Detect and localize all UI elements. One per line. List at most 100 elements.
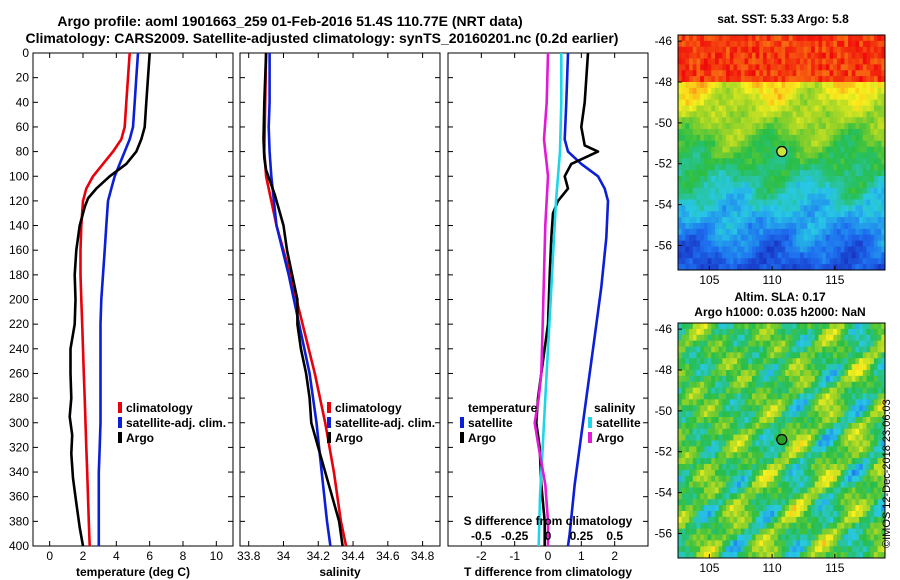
heatmap-cell: [766, 99, 771, 106]
heatmap-cell: [759, 117, 764, 124]
heatmap-cell: [748, 422, 753, 430]
heatmap-cell: [733, 505, 738, 512]
heatmap-cell: [873, 534, 879, 541]
heatmap-cell: [714, 516, 720, 524]
heatmap-cell: [814, 328, 819, 336]
heatmap-cell: [799, 46, 805, 54]
heatmap-cell: [759, 499, 764, 506]
heatmap-cell: [829, 46, 834, 54]
heatmap-cell: [807, 481, 812, 488]
heatmap-cell: [777, 117, 782, 124]
heatmap-cell: [862, 469, 867, 477]
heatmap-cell: [855, 64, 860, 71]
salinity-lines: [262, 52, 348, 547]
heatmap-cell: [755, 440, 760, 447]
heatmap-cell: [859, 505, 864, 512]
heatmap-cell: [818, 99, 823, 106]
map-y-tick-label: -54: [655, 486, 673, 500]
heatmap-cell: [811, 134, 816, 142]
heatmap-cell: [726, 246, 731, 253]
heatmap-cell: [740, 381, 745, 389]
heatmap-cell: [763, 534, 768, 541]
heatmap-cell: [866, 105, 871, 112]
heatmap-cell: [881, 246, 886, 253]
heatmap-cell: [796, 187, 801, 195]
heatmap-cell: [718, 129, 723, 136]
heatmap-cell: [763, 176, 768, 183]
heatmap-cell: [799, 264, 805, 271]
heatmap-cell: [729, 364, 734, 371]
heatmap-cell: [814, 99, 819, 106]
heatmap-cell: [737, 199, 742, 206]
heatmap-cell: [877, 428, 882, 436]
heatmap-cell: [881, 358, 886, 365]
heatmap-cell: [881, 35, 886, 42]
heatmap-cell: [729, 164, 734, 171]
heatmap-cell: [788, 158, 793, 165]
heatmap-cell: [700, 99, 705, 106]
heatmap-cell: [851, 387, 856, 394]
heatmap-cell: [759, 105, 764, 112]
heatmap-cell: [840, 252, 845, 259]
heatmap-cell: [740, 499, 745, 506]
heatmap-cell: [811, 211, 816, 218]
heatmap-cell: [848, 340, 853, 347]
heatmap-cell: [751, 99, 757, 106]
heatmap-cell: [766, 140, 771, 148]
heatmap-cell: [759, 452, 764, 459]
heatmap-cell: [770, 87, 775, 95]
heatmap-cell: [722, 499, 727, 506]
heatmap-cell: [770, 181, 775, 189]
heatmap-cell: [881, 240, 886, 247]
heatmap-cell: [722, 187, 727, 195]
heatmap-cell: [759, 205, 764, 212]
heatmap-cell: [729, 228, 734, 236]
heatmap-cell: [844, 528, 849, 535]
heatmap-cell: [751, 228, 757, 236]
heatmap-cell: [711, 422, 716, 430]
heatmap-cell: [822, 405, 827, 412]
heatmap-cell: [703, 534, 708, 541]
heatmap-cell: [799, 58, 805, 65]
heatmap-cell: [696, 417, 701, 424]
heatmap-cell: [744, 70, 749, 77]
heatmap-cell: [807, 452, 812, 459]
heatmap-cell: [733, 528, 738, 535]
heatmap-cell: [703, 428, 708, 436]
heatmap-cell: [825, 205, 830, 212]
heatmap-cell: [792, 487, 797, 494]
heatmap-cell: [737, 129, 742, 136]
heatmap-cell: [873, 393, 879, 400]
heatmap-cell: [744, 458, 749, 465]
heatmap-cell: [870, 35, 875, 42]
heatmap-cell: [740, 193, 745, 200]
heatmap-cell: [766, 76, 771, 83]
heatmap-cell: [814, 493, 819, 500]
heatmap-cell: [881, 40, 886, 48]
heatmap-cell: [744, 417, 749, 424]
heatmap-cell: [855, 170, 860, 177]
heatmap-cell: [836, 540, 842, 547]
heatmap-cell: [803, 240, 808, 247]
heatmap-cell: [714, 487, 720, 494]
sla-heatmap-cells: [678, 323, 886, 559]
heatmap-cell: [811, 417, 816, 424]
heatmap-cell: [729, 246, 734, 253]
heatmap-cell: [685, 458, 690, 465]
heatmap-cell: [796, 522, 801, 530]
heatmap-cell: [822, 87, 827, 95]
legend-swatch-sal-satellite: [588, 417, 592, 428]
heatmap-cell: [862, 181, 867, 189]
heatmap-cell: [796, 199, 801, 206]
heatmap-cell: [707, 35, 712, 42]
heatmap-cell: [696, 446, 701, 453]
heatmap-cell: [703, 134, 708, 142]
heatmap-cell: [748, 411, 753, 418]
heatmap-cell: [774, 346, 779, 353]
heatmap-cell: [796, 393, 801, 400]
heatmap-cell: [711, 381, 716, 389]
heatmap-cell: [770, 358, 775, 365]
heatmap-cell: [877, 217, 882, 224]
heatmap-cell: [737, 528, 742, 535]
heatmap-cell: [751, 358, 757, 365]
